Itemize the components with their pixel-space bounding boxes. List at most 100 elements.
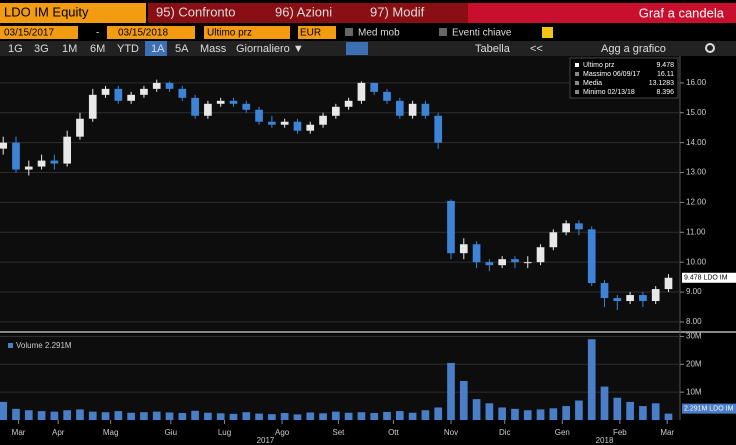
menu-item[interactable]: 97) Modif [370, 4, 425, 19]
period-selected [145, 41, 167, 56]
last-volume-tag [682, 403, 736, 414]
volume-bar [626, 401, 634, 420]
volume-bar [408, 412, 417, 420]
y-tick-label: 13.00 [686, 168, 707, 177]
volume-bar [50, 411, 59, 420]
volume-bar [204, 412, 212, 420]
checkbox[interactable] [345, 28, 353, 36]
candle-body [50, 160, 59, 164]
volume-bar [165, 412, 174, 420]
volume-bar [498, 407, 507, 420]
period-button[interactable]: 1A [151, 43, 165, 55]
currency-select[interactable] [298, 26, 336, 39]
candle-body [523, 262, 532, 264]
volume-bar [280, 413, 289, 420]
volume-bar [575, 400, 583, 420]
legend-marker [575, 63, 579, 67]
candle-body [152, 82, 161, 89]
last-volume-label: 2.291M LDO IM [684, 405, 734, 412]
candle-body [651, 289, 660, 302]
price-field: Ultimo prz [207, 28, 252, 39]
year-label: 2018 [596, 436, 614, 445]
candle-body [549, 232, 558, 248]
volume-bar [101, 412, 110, 420]
title-bar [468, 3, 736, 23]
info-icon[interactable] [542, 27, 553, 38]
volume-bar [639, 406, 647, 420]
candle-body [511, 259, 519, 263]
candle-body [319, 115, 327, 125]
candle-body [536, 247, 545, 263]
date-input[interactable] [0, 26, 78, 39]
candle-body [664, 277, 673, 290]
x-tick-label: Mag [103, 428, 119, 437]
volume-bar [114, 411, 123, 420]
period-button[interactable]: 5A [175, 43, 189, 55]
checkbox[interactable] [439, 28, 447, 36]
period-button[interactable]: 1M [62, 43, 77, 55]
x-tick-label: Giu [165, 428, 177, 437]
candle-body [229, 100, 238, 104]
candle-body [344, 100, 353, 107]
settings-icon[interactable] [705, 43, 715, 53]
candle-body [408, 103, 417, 116]
period-button[interactable]: Mass [200, 43, 227, 55]
volume-bar [421, 410, 430, 420]
add-to-chart[interactable]: Agg a grafico [601, 43, 666, 55]
volume-bar [229, 413, 238, 420]
candle-body [306, 124, 315, 131]
volume-bar [319, 413, 327, 420]
volume-bar [178, 413, 187, 420]
volume-bar [395, 411, 404, 420]
candle-body [204, 103, 212, 116]
candle-body [434, 115, 443, 143]
candle-body [178, 88, 187, 98]
field-select[interactable] [204, 26, 290, 39]
chart-icon-selected[interactable] [346, 42, 368, 55]
x-tick-label: Ago [275, 428, 290, 437]
candle-body [216, 100, 225, 104]
volume-bar [344, 412, 353, 420]
period-button[interactable]: 3G [34, 43, 49, 55]
table[interactable]: Tabella [475, 43, 511, 55]
volume-legend: Volume 2.291M [16, 341, 72, 350]
y-tick-label: 10.00 [686, 257, 707, 266]
security-box[interactable] [0, 3, 146, 23]
candle-body [639, 295, 647, 302]
x-tick-label: Dic [499, 428, 511, 437]
menu-item[interactable]: 95) Confronto [156, 4, 236, 19]
candle-body [37, 160, 46, 167]
y-tick-label: 9.00 [686, 287, 702, 296]
x-tick-label: Feb [613, 428, 627, 437]
candle-body [165, 82, 174, 89]
volume-bar [664, 413, 673, 420]
x-tick-label: Lug [218, 428, 231, 437]
volume-bar [306, 412, 315, 420]
legend-name: Massimo 06/09/17 [583, 71, 640, 78]
candle-body [485, 262, 494, 266]
frequency[interactable]: Giornaliero ▼ [236, 43, 304, 55]
volume-bar [293, 414, 302, 420]
volume-bar [140, 412, 148, 420]
candle-body [114, 88, 123, 101]
volume-bar [12, 408, 20, 420]
volume-bar [191, 410, 199, 420]
legend-marker [575, 72, 579, 76]
period-button[interactable]: 6M [90, 43, 105, 55]
date-input[interactable] [107, 26, 195, 39]
period-button[interactable]: 1G [8, 43, 23, 55]
currency: EUR [300, 28, 321, 39]
moving-avg: Med mob [358, 28, 400, 39]
period-button[interactable]: YTD [117, 43, 139, 55]
candle-body [421, 103, 430, 116]
x-tick-label: Ott [388, 428, 399, 437]
candle-body [76, 118, 84, 137]
x-tick-label: Gen [555, 428, 570, 437]
x-tick-label: Set [332, 428, 345, 437]
menu-item[interactable]: 96) Azioni [275, 4, 332, 19]
collapse[interactable]: << [530, 43, 543, 55]
start-date: 03/15/2017 [4, 28, 54, 39]
y-tick-label: 14.00 [686, 138, 707, 147]
